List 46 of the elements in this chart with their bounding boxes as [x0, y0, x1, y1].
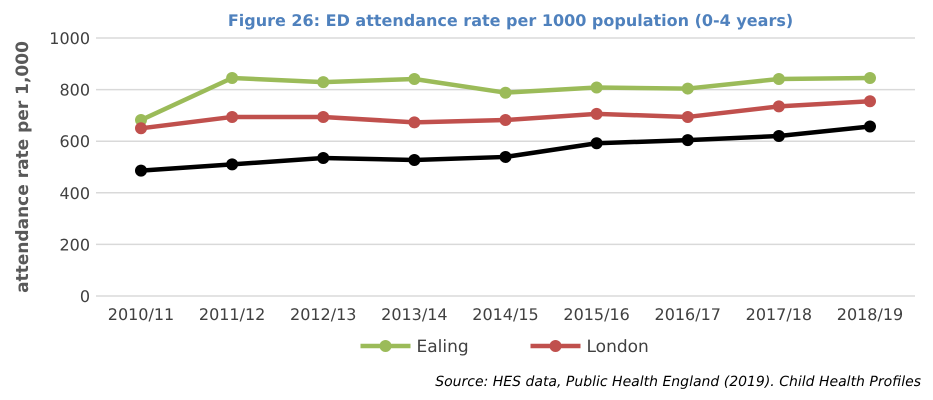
point	[500, 114, 512, 126]
y-axis-title: attendance rate per 1,000	[13, 40, 33, 293]
point	[864, 120, 876, 132]
point	[682, 134, 694, 146]
y-tick-label: 600	[59, 132, 90, 152]
y-tick-label: 1000	[49, 29, 90, 48]
point	[408, 116, 420, 128]
point	[864, 72, 876, 84]
chart-title: Figure 26: ED attendance rate per 1000 population (0-4 years)	[228, 11, 794, 30]
x-tick-label: 2013/14	[381, 305, 448, 324]
x-tick-label: 2017/18	[746, 305, 812, 324]
point	[226, 72, 238, 84]
y-tick-label: 800	[59, 80, 90, 100]
y-tick-label: 0	[80, 287, 90, 306]
x-tick-label: 2016/17	[654, 305, 721, 324]
point	[772, 73, 785, 86]
x-tick-label: 2015/16	[563, 305, 630, 324]
x-tick-label: 2010/11	[108, 305, 174, 324]
point	[408, 154, 420, 166]
point	[590, 137, 603, 150]
y-tick-label: 400	[59, 184, 90, 203]
point	[135, 122, 147, 134]
x-tick-label: 2018/19	[836, 305, 904, 324]
x-tick-label: 2014/15	[472, 305, 539, 324]
legend-label: Ealing	[416, 337, 469, 357]
point	[772, 130, 785, 142]
y-tick-label: 200	[59, 235, 90, 254]
point	[408, 73, 420, 86]
point	[317, 152, 330, 164]
point	[317, 76, 330, 88]
point	[317, 110, 330, 123]
point	[864, 95, 876, 108]
legend-label: London	[586, 337, 649, 357]
point	[500, 150, 512, 163]
point	[226, 110, 238, 123]
point	[682, 82, 694, 95]
x-tick-label: 2011/12	[198, 305, 266, 324]
point	[135, 164, 147, 177]
source-note: Source: HES data, Public Health England (2019). Child Health Profiles	[435, 374, 921, 390]
point	[772, 100, 785, 112]
point	[590, 82, 603, 94]
point	[590, 108, 603, 120]
point	[500, 86, 512, 99]
point	[682, 110, 694, 123]
x-tick-label: 2012/13	[290, 305, 356, 324]
point	[226, 158, 238, 170]
